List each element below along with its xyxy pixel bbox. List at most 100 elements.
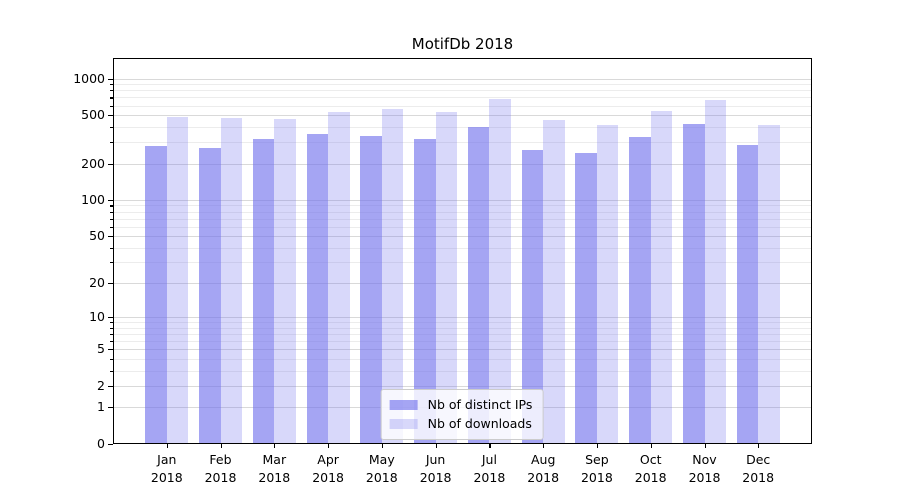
minor-gridline-9: [113, 322, 812, 324]
x-tick-label-jul: Jul 2018: [473, 452, 506, 485]
y-minor-tick-mark-60: [110, 226, 113, 228]
y-minor-tick-mark-4: [110, 358, 113, 361]
bar-downloads-sep: [596, 125, 619, 444]
y-tick-label-5: 5: [97, 341, 105, 357]
legend-swatch-distinct-ips: [389, 399, 418, 410]
x-tick-label-mar: Mar 2018: [258, 452, 291, 485]
y-minor-tick-mark-9: [110, 322, 113, 324]
minor-gridline-600: [113, 105, 812, 107]
major-gridline-500: [113, 115, 812, 117]
x-tick-label-dec: Dec 2018: [742, 452, 775, 485]
y-tick-mark-200: [108, 163, 113, 165]
y-minor-tick-mark-800: [110, 90, 113, 92]
bar-distinct-ips-jun: [414, 138, 436, 444]
minor-gridline-70: [113, 218, 812, 220]
bar-distinct-ips-dec: [736, 144, 759, 444]
bar-distinct-ips-mar: [252, 138, 275, 444]
y-tick-label-20: 20: [89, 275, 105, 290]
minor-gridline-40: [113, 247, 812, 249]
y-minor-tick-mark-300: [110, 142, 113, 144]
bar-downloads-jun: [435, 111, 458, 444]
major-gridline-2: [113, 385, 812, 387]
y-minor-tick-mark-90: [110, 205, 113, 207]
minor-gridline-90: [113, 205, 812, 207]
y-tick-mark-1000: [108, 78, 113, 80]
minor-gridline-700: [113, 97, 812, 99]
y-minor-tick-mark-7: [110, 334, 113, 336]
y-tick-mark-5: [108, 349, 113, 351]
x-tick-mark-oct: [650, 444, 652, 448]
y-tick-mark-20: [108, 283, 113, 285]
y-tick-mark-2: [108, 385, 113, 388]
bar-downloads-feb: [220, 118, 242, 444]
bar-distinct-ips-nov: [683, 124, 705, 444]
major-gridline-20: [113, 283, 812, 284]
x-tick-label-apr: Apr 2018: [312, 452, 344, 485]
y-tick-label-100: 100: [81, 191, 105, 207]
x-tick-mark-mar: [274, 444, 276, 448]
y-minor-tick-mark-400: [110, 126, 113, 129]
x-tick-mark-may: [381, 444, 383, 448]
bar-distinct-ips-sep: [575, 152, 597, 444]
bar-distinct-ips-apr: [306, 134, 329, 444]
y-tick-mark-50: [108, 236, 113, 238]
x-tick-mark-feb: [220, 444, 222, 448]
y-minor-tick-mark-900: [110, 84, 113, 86]
y-minor-tick-mark-8: [110, 327, 113, 329]
minor-gridline-800: [113, 90, 812, 92]
y-minor-tick-mark-70: [110, 218, 113, 220]
legend-label-distinct-ips: Nb of distinct IPs: [427, 397, 533, 412]
major-gridline-1000: [113, 78, 812, 80]
bar-downloads-may: [381, 109, 404, 444]
y-tick-label-50: 50: [89, 228, 105, 243]
x-tick-mark-jan: [166, 444, 168, 448]
bar-downloads-nov: [704, 100, 726, 444]
y-tick-label-200: 200: [81, 155, 105, 171]
y-minor-tick-mark-700: [110, 97, 113, 99]
x-tick-mark-apr: [328, 444, 330, 448]
y-tick-mark-10: [108, 317, 113, 319]
bar-downloads-jan: [166, 117, 189, 444]
minor-gridline-30: [113, 262, 812, 264]
y-minor-tick-mark-40: [110, 247, 113, 249]
major-gridline-50: [113, 236, 812, 237]
legend-label-downloads: Nb of downloads: [427, 416, 532, 431]
x-tick-label-jun: Jun 2018: [419, 452, 452, 485]
minor-gridline-3: [113, 370, 812, 372]
y-tick-mark-0: [108, 444, 113, 446]
y-minor-tick-mark-3: [110, 370, 113, 372]
x-tick-mark-jul: [489, 444, 491, 448]
y-tick-label-10: 10: [89, 309, 105, 325]
x-tick-mark-aug: [543, 444, 545, 448]
x-tick-mark-jun: [435, 444, 437, 448]
y-tick-label-0: 0: [97, 436, 105, 451]
major-gridline-200: [113, 163, 812, 165]
minor-gridline-60: [113, 226, 812, 228]
bar-downloads-oct: [650, 111, 673, 444]
x-tick-label-jan: Jan 2018: [150, 452, 183, 485]
x-tick-label-sep: Sep 2018: [580, 452, 613, 485]
x-tick-mark-dec: [758, 444, 760, 448]
major-gridline-10: [113, 317, 812, 319]
y-tick-label-1000: 1000: [73, 70, 105, 86]
bar-downloads-jul: [489, 99, 511, 444]
legend-swatch-downloads: [389, 418, 418, 429]
y-tick-label-1: 1: [97, 399, 105, 415]
bar-downloads-aug: [543, 120, 565, 444]
x-tick-mark-nov: [704, 444, 706, 448]
bar-downloads-mar: [274, 119, 296, 444]
x-tick-label-may: May 2018: [365, 452, 398, 485]
bar-distinct-ips-may: [360, 135, 382, 444]
x-tick-label-oct: Oct 2018: [634, 452, 667, 485]
minor-gridline-900: [113, 84, 812, 86]
chart-title: MotifDb 2018: [411, 35, 514, 53]
y-tick-mark-1: [108, 407, 113, 409]
x-tick-mark-sep: [596, 444, 599, 448]
bar-distinct-ips-feb: [199, 147, 221, 444]
y-tick-mark-500: [108, 115, 113, 117]
bar-downloads-dec: [758, 125, 780, 444]
y-tick-label-2: 2: [97, 377, 105, 393]
y-minor-tick-mark-6: [110, 341, 113, 343]
minor-gridline-6: [113, 341, 812, 343]
